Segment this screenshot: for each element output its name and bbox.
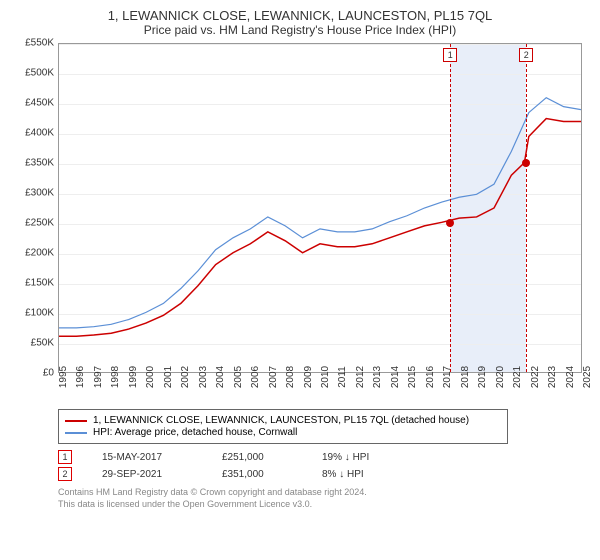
legend-item: 1, LEWANNICK CLOSE, LEWANNICK, LAUNCESTO… (65, 415, 501, 426)
transaction-diff: 8% ↓ HPI (322, 469, 412, 480)
x-axis-tick: 2016 (425, 366, 436, 388)
transaction-table: 1 15-MAY-2017 £251,000 19% ↓ HPI 2 29-SEP-202… (58, 450, 588, 481)
x-axis-tick: 2007 (268, 366, 279, 388)
legend-swatch (65, 432, 87, 434)
transaction-price: £251,000 (222, 452, 292, 463)
chart-subtitle: Price paid vs. HM Land Registry's House … (12, 23, 588, 37)
price-marker (446, 219, 454, 227)
x-axis-tick: 2018 (460, 366, 471, 388)
y-axis-tick: £250K (12, 218, 54, 229)
price-marker (522, 159, 530, 167)
y-axis-tick: £50K (12, 338, 54, 349)
transaction-row: 2 29-SEP-2021 £351,000 8% ↓ HPI (58, 467, 588, 481)
y-axis-tick: £350K (12, 158, 54, 169)
x-axis-tick: 2001 (163, 366, 174, 388)
transaction-marker: 1 (58, 450, 72, 464)
plot-region: 12 (58, 43, 582, 373)
y-axis-tick: £100K (12, 308, 54, 319)
x-axis-tick: 2023 (547, 366, 558, 388)
footer-line: Contains HM Land Registry data © Crown c… (58, 487, 588, 499)
x-axis-tick: 2004 (215, 366, 226, 388)
transaction-diff: 19% ↓ HPI (322, 452, 412, 463)
event-line (526, 44, 527, 372)
x-axis-tick: 2024 (565, 366, 576, 388)
legend-swatch (65, 420, 87, 422)
legend-label: 1, LEWANNICK CLOSE, LEWANNICK, LAUNCESTO… (93, 415, 469, 426)
x-axis-tick: 2011 (337, 366, 348, 388)
y-axis-tick: £200K (12, 248, 54, 259)
x-axis-tick: 2015 (407, 366, 418, 388)
x-axis-tick: 2003 (198, 366, 209, 388)
chart-title: 1, LEWANNICK CLOSE, LEWANNICK, LAUNCESTO… (12, 8, 588, 23)
footer-attribution: Contains HM Land Registry data © Crown c… (58, 487, 588, 510)
y-axis-tick: £300K (12, 188, 54, 199)
series-property (59, 119, 581, 337)
event-label: 2 (519, 48, 533, 62)
legend-item: HPI: Average price, detached house, Corn… (65, 427, 501, 438)
y-axis-tick: £500K (12, 68, 54, 79)
chart-area: 12 £0£50K£100K£150K£200K£250K£300K£350K£… (12, 43, 588, 403)
y-axis-tick: £150K (12, 278, 54, 289)
transaction-price: £351,000 (222, 469, 292, 480)
x-axis-tick: 2010 (320, 366, 331, 388)
footer-line: This data is licensed under the Open Gov… (58, 499, 588, 511)
x-axis-tick: 2002 (180, 366, 191, 388)
series-hpi (59, 98, 581, 328)
x-axis-tick: 2012 (355, 366, 366, 388)
x-axis-tick: 2020 (495, 366, 506, 388)
legend-label: HPI: Average price, detached house, Corn… (93, 427, 297, 438)
x-axis-tick: 2022 (530, 366, 541, 388)
x-axis-tick: 2021 (512, 366, 523, 388)
y-axis-tick: £550K (12, 38, 54, 49)
x-axis-tick: 2025 (582, 366, 593, 388)
transaction-marker: 2 (58, 467, 72, 481)
x-axis-tick: 2013 (372, 366, 383, 388)
x-axis-tick: 2017 (442, 366, 453, 388)
y-axis-tick: £400K (12, 128, 54, 139)
x-axis-tick: 2008 (285, 366, 296, 388)
x-axis-tick: 2005 (233, 366, 244, 388)
x-axis-tick: 1996 (75, 366, 86, 388)
x-axis-tick: 1997 (93, 366, 104, 388)
x-axis-tick: 1998 (110, 366, 121, 388)
x-axis-tick: 1999 (128, 366, 139, 388)
y-axis-tick: £450K (12, 98, 54, 109)
x-axis-tick: 2000 (145, 366, 156, 388)
transaction-date: 29-SEP-2021 (102, 469, 192, 480)
event-label: 1 (443, 48, 457, 62)
event-line (450, 44, 451, 372)
y-axis-tick: £0 (12, 368, 54, 379)
x-axis-tick: 2006 (250, 366, 261, 388)
x-axis-tick: 2014 (390, 366, 401, 388)
transaction-date: 15-MAY-2017 (102, 452, 192, 463)
x-axis-tick: 2019 (477, 366, 488, 388)
x-axis-tick: 1995 (58, 366, 69, 388)
legend: 1, LEWANNICK CLOSE, LEWANNICK, LAUNCESTO… (58, 409, 508, 444)
transaction-row: 1 15-MAY-2017 £251,000 19% ↓ HPI (58, 450, 588, 464)
x-axis-tick: 2009 (303, 366, 314, 388)
